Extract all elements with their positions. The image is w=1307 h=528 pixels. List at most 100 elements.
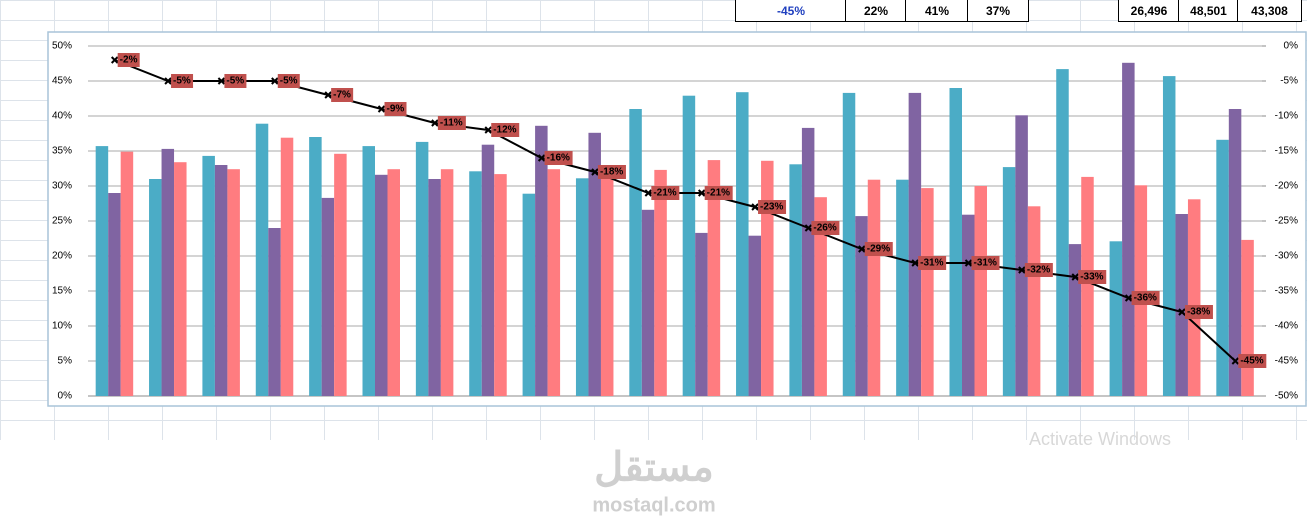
data-label-bg: [331, 88, 354, 102]
y-tick-label: 40%: [52, 111, 72, 122]
line-marker: [1124, 294, 1133, 302]
cell: 37%: [967, 0, 1029, 22]
watermark-arabic: مستقل: [594, 446, 714, 490]
bar: [387, 169, 400, 396]
data-label: -31%: [920, 258, 943, 269]
bar: [896, 179, 909, 396]
data-label: -21%: [653, 188, 676, 199]
bar: [1228, 109, 1242, 396]
y2-tick-label: -45%: [1275, 356, 1298, 367]
data-label-bg: [918, 256, 947, 270]
bar: [547, 169, 561, 396]
y2-tick-label: -15%: [1275, 146, 1298, 157]
line-marker: [591, 168, 599, 176]
bar: [814, 197, 827, 396]
bar: [95, 146, 109, 396]
bar: [867, 179, 881, 396]
data-label-bg: [651, 186, 680, 200]
line-marker: [1231, 357, 1240, 365]
bar: [108, 193, 121, 396]
bar: [362, 146, 375, 396]
data-label: -31%: [974, 258, 997, 269]
data-label-bg: [811, 221, 840, 235]
bar: [921, 188, 934, 396]
cell: 48,501: [1178, 0, 1239, 22]
line-marker: [484, 126, 492, 134]
bar: [1162, 76, 1176, 396]
bar: [736, 92, 749, 396]
data-label-bg: [597, 165, 626, 179]
data-label: -26%: [813, 223, 836, 234]
bar: [522, 193, 536, 396]
bar: [440, 169, 454, 396]
y-tick-label: 35%: [52, 146, 72, 157]
cell-row: -45% 22% 41% 37% 26,496 48,501 43,308: [0, 0, 1307, 22]
bar: [174, 162, 187, 396]
bar: [908, 92, 922, 397]
bar: [428, 179, 441, 396]
y-tick-label: 15%: [52, 286, 72, 297]
y-tick-label: 50%: [52, 41, 72, 52]
bar: [1027, 206, 1041, 396]
data-label: -5%: [226, 76, 244, 87]
bar: [1175, 214, 1188, 396]
bar: [280, 137, 294, 396]
data-label-bg: [1078, 270, 1107, 284]
bar: [695, 232, 708, 396]
y2-tick-label: -25%: [1275, 216, 1298, 227]
bar: [481, 144, 495, 396]
watermark-latin: mostaql.com: [592, 494, 715, 516]
line-marker: [1178, 308, 1186, 316]
bar: [309, 137, 322, 396]
data-label: -18%: [600, 167, 623, 178]
bar: [575, 178, 589, 396]
bar: [962, 214, 975, 396]
bar: [227, 169, 240, 396]
bar: [1187, 199, 1201, 396]
data-label: -21%: [707, 188, 730, 199]
line-marker: [164, 77, 172, 85]
y2-tick-label: -20%: [1275, 181, 1298, 192]
bar: [1109, 241, 1123, 396]
data-label: -29%: [867, 244, 890, 255]
y-tick-label: 5%: [58, 356, 73, 367]
bar: [214, 165, 228, 396]
data-label: -38%: [1187, 307, 1210, 318]
bar: [161, 148, 175, 396]
bar: [149, 179, 162, 396]
bar: [415, 141, 429, 396]
data-label: -12%: [493, 125, 516, 136]
bar: [202, 155, 215, 396]
data-label: -5%: [173, 76, 191, 87]
data-label-bg: [1024, 263, 1053, 277]
data-label-bg: [384, 102, 407, 116]
line-marker: [964, 259, 973, 267]
data-label-bg: [971, 256, 1000, 270]
data-label-bg: [437, 116, 466, 130]
y2-tick-label: -30%: [1275, 251, 1298, 262]
line-marker: [537, 154, 546, 162]
data-label: -32%: [1027, 265, 1050, 276]
data-label: -5%: [280, 76, 298, 87]
y-tick-label: 30%: [52, 181, 72, 192]
line-marker: [644, 189, 653, 197]
data-label-bg: [171, 74, 194, 88]
data-label: -16%: [547, 153, 570, 164]
bar: [761, 160, 774, 396]
data-label: -33%: [1080, 272, 1103, 283]
line-marker: [858, 245, 866, 253]
bar: [641, 209, 655, 396]
data-label-bg: [117, 53, 140, 67]
data-label: -2%: [120, 55, 138, 66]
bar: [1216, 139, 1229, 397]
bar: [321, 197, 335, 396]
line-marker: [697, 189, 706, 197]
bar: [748, 235, 762, 396]
data-label: -9%: [387, 104, 405, 115]
y2-tick-label: -5%: [1280, 76, 1298, 87]
bar: [855, 216, 868, 396]
bar: [789, 164, 802, 396]
bar: [494, 174, 507, 396]
bar: [375, 174, 388, 396]
